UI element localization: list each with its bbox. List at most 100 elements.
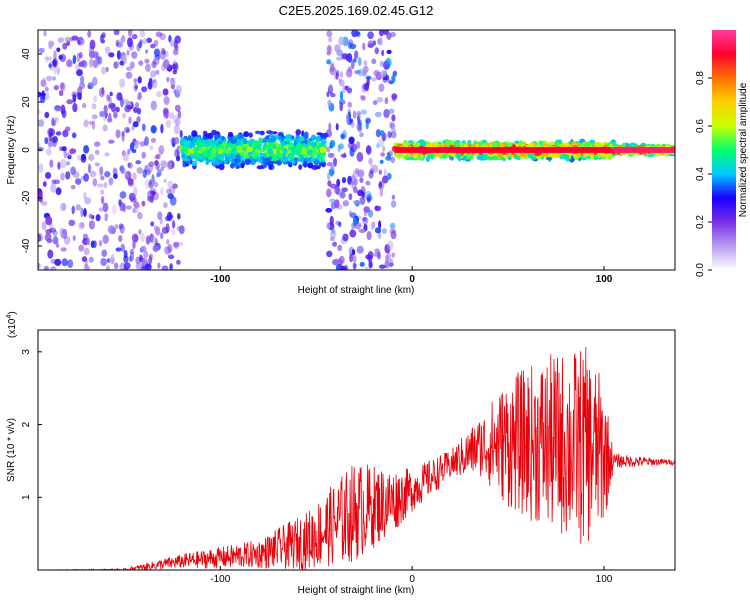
spectrogram-cell xyxy=(174,104,181,112)
spectrogram-cell xyxy=(303,161,308,168)
spectrogram-cell xyxy=(272,131,278,135)
spectrogram-cell xyxy=(83,208,87,217)
spectrogram-cell xyxy=(357,189,364,197)
spectrogram-cell xyxy=(346,87,353,94)
spectrogram-cell xyxy=(104,152,110,157)
spectrogram-cell xyxy=(169,263,173,270)
spectrogram-cell xyxy=(148,178,153,186)
spectrogram-cell xyxy=(288,146,292,151)
spectrogram-cell xyxy=(140,233,145,242)
spectrogram-cell xyxy=(87,82,94,90)
spectrogram-cell xyxy=(151,235,158,245)
spectrogram-cell xyxy=(420,140,424,146)
spectrogram-cell xyxy=(300,136,305,142)
spectrogram-cell xyxy=(131,51,138,59)
spectrogram-cell xyxy=(204,140,211,148)
spectrogram-cell xyxy=(119,78,125,88)
spectrogram-cell xyxy=(255,130,261,135)
spectrogram-cell xyxy=(173,39,178,50)
spectrogram-cell xyxy=(256,143,263,147)
spectrogram-cell xyxy=(334,44,341,52)
spectrogram-cell xyxy=(142,258,148,265)
spectrogram-cell xyxy=(126,49,130,56)
spectrogram-cell xyxy=(123,266,128,270)
spectrogram-cell xyxy=(329,169,335,175)
spectrogram-cell xyxy=(125,205,132,210)
spectrogram-cell xyxy=(366,231,372,241)
spectrogram-cell xyxy=(301,146,307,154)
spectrogram-cell xyxy=(163,202,168,209)
spectrogram-cell xyxy=(110,253,115,262)
spectrogram-cell xyxy=(68,219,76,226)
spectrogram-cell xyxy=(226,148,231,155)
spectrogram-cell xyxy=(133,201,140,209)
spectrogram-cell xyxy=(391,114,396,122)
spectrogram-cell xyxy=(351,249,356,256)
spectrogram-cell xyxy=(86,237,91,246)
spectrogram-cell xyxy=(339,71,344,78)
spectrogram-cell xyxy=(362,216,367,222)
spectrogram-cell xyxy=(42,76,46,85)
spectrogram-cell xyxy=(173,242,179,249)
spectrogram-cell xyxy=(152,244,159,252)
x-tick-label: 100 xyxy=(596,574,613,585)
spectrogram-cell xyxy=(142,38,148,45)
spectrogram-cell xyxy=(61,258,68,267)
spectrogram-cell xyxy=(64,126,71,132)
spectrogram-cell xyxy=(48,128,56,137)
spectrogram-cell xyxy=(38,47,45,54)
spectrogram-cell xyxy=(355,167,360,175)
spectrogram-cell xyxy=(253,152,261,156)
spectrogram-cell xyxy=(100,175,105,181)
spectrogram-cell xyxy=(413,153,417,160)
spectrogram-cell xyxy=(313,159,320,166)
spectrogram-cell xyxy=(288,153,295,159)
spectrogram-cell xyxy=(113,262,119,270)
spectrogram-cell xyxy=(353,178,359,186)
spectrogram-cell xyxy=(53,64,58,75)
spectrogram-cell xyxy=(91,120,96,130)
spectrogram-cell xyxy=(376,143,380,149)
spectrogram-cell xyxy=(115,129,121,139)
spectrogram-cell xyxy=(381,175,389,184)
spectrogram-cell xyxy=(48,63,52,68)
spectrogram-cell xyxy=(192,137,198,142)
spectrogram-cell xyxy=(249,159,256,166)
spectrogram-cell xyxy=(340,133,346,139)
colorbar-tick-label: 0.6 xyxy=(695,119,706,133)
spectrogram-cell xyxy=(132,121,139,128)
spectrogram-cell xyxy=(348,193,353,201)
spectrogram-cell xyxy=(375,129,381,138)
spectrogram-cell xyxy=(357,56,362,67)
spectrogram-cell xyxy=(196,137,201,144)
spectrogram-cell xyxy=(58,90,64,97)
spectrogram-cell xyxy=(113,173,118,180)
spectrogram-cell xyxy=(368,157,373,165)
spectrogram-cell xyxy=(76,92,82,100)
spectrogram-cell xyxy=(326,146,331,153)
spectrogram-cell xyxy=(336,178,341,187)
colorbar-tick-label: 0.4 xyxy=(695,167,706,181)
spectrogram-cell xyxy=(245,147,253,153)
spectrogram-cell xyxy=(88,153,95,162)
spectrogram-cell xyxy=(339,90,344,101)
spectrogram-cell xyxy=(248,132,253,138)
spectrogram-cell xyxy=(327,180,332,187)
spectrogram-cell xyxy=(316,132,323,136)
spectrogram-y-axis-label: Frequency (Hz) xyxy=(6,116,17,185)
spectrogram-cell xyxy=(402,141,409,147)
spectrogram-cell xyxy=(326,59,332,65)
colorbar-label: Normalized spectral amplitude xyxy=(738,82,749,217)
spectrogram-cell xyxy=(218,163,225,171)
spectrogram-cell xyxy=(293,140,297,147)
spectrogram-cell xyxy=(244,158,251,165)
spectrogram-cell xyxy=(124,171,128,177)
spectrogram-cell xyxy=(89,39,96,50)
spectrogram-cell xyxy=(150,221,155,227)
spectrogram-cell xyxy=(387,131,393,139)
spectrogram-cell xyxy=(42,181,47,187)
colorbar-gradient xyxy=(712,30,736,270)
spectrogram-cell xyxy=(183,149,188,153)
spectrogram-cell xyxy=(175,84,183,94)
